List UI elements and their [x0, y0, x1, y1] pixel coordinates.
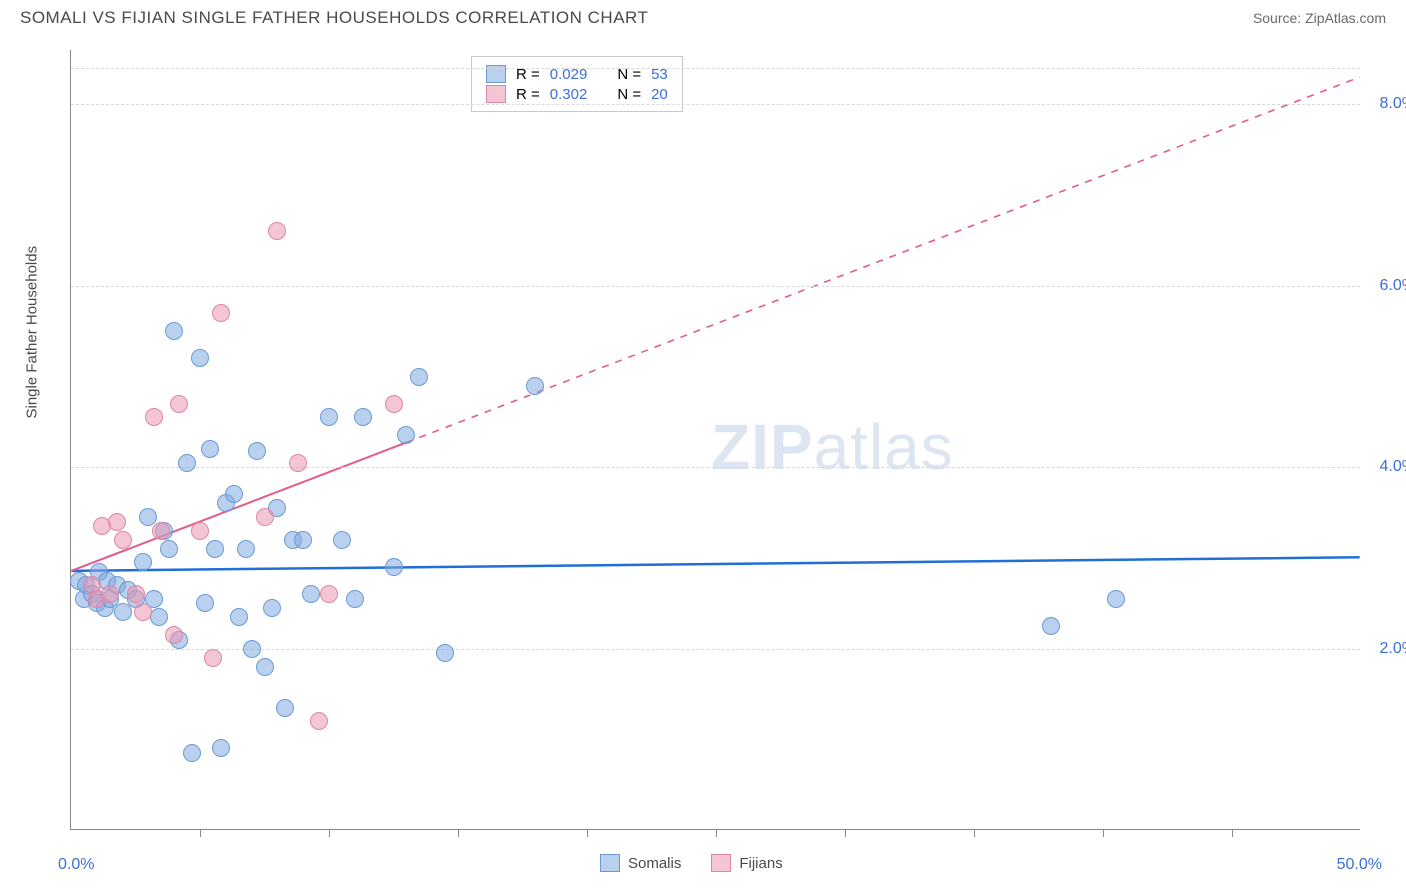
y-tick-label: 4.0%: [1380, 458, 1406, 476]
x-tick: [587, 829, 588, 837]
scatter-point: [170, 395, 188, 413]
scatter-point: [212, 304, 230, 322]
scatter-point: [276, 699, 294, 717]
legend-series-label: Fijians: [739, 855, 782, 872]
scatter-point: [108, 513, 126, 531]
x-tick: [200, 829, 201, 837]
scatter-point: [225, 485, 243, 503]
scatter-point: [294, 531, 312, 549]
scatter-point: [204, 649, 222, 667]
x-tick: [716, 829, 717, 837]
watermark-zip: ZIP: [711, 411, 814, 483]
scatter-point: [160, 540, 178, 558]
scatter-point: [320, 408, 338, 426]
scatter-point: [320, 585, 338, 603]
scatter-point: [101, 585, 119, 603]
legend-n-label: N =: [617, 86, 641, 103]
scatter-point: [191, 349, 209, 367]
scatter-point: [237, 540, 255, 558]
scatter-point: [134, 603, 152, 621]
x-tick: [458, 829, 459, 837]
legend-series-label: Somalis: [628, 855, 681, 872]
legend-stats-row: R = 0.302 N = 20: [486, 85, 668, 103]
x-tick: [1232, 829, 1233, 837]
scatter-point: [310, 712, 328, 730]
scatter-point: [165, 322, 183, 340]
scatter-point: [1107, 590, 1125, 608]
scatter-point: [410, 368, 428, 386]
legend-swatch: [711, 854, 731, 872]
scatter-point: [263, 599, 281, 617]
y-tick-label: 2.0%: [1380, 640, 1406, 658]
scatter-point: [206, 540, 224, 558]
trend-line-solid: [71, 557, 1359, 571]
scatter-point: [256, 508, 274, 526]
scatter-point: [397, 426, 415, 444]
scatter-point: [114, 603, 132, 621]
watermark-atlas: atlas: [814, 411, 954, 483]
scatter-point: [201, 440, 219, 458]
scatter-point: [385, 558, 403, 576]
scatter-point: [183, 744, 201, 762]
gridline-h: [71, 467, 1360, 468]
scatter-point: [526, 377, 544, 395]
gridline-h: [71, 104, 1360, 105]
source-label: Source: ZipAtlas.com: [1253, 10, 1386, 26]
scatter-point: [150, 608, 168, 626]
gridline-h: [71, 649, 1360, 650]
scatter-point: [346, 590, 364, 608]
legend-r-label: R =: [516, 86, 540, 103]
scatter-point: [1042, 617, 1060, 635]
trend-lines-layer: [71, 50, 1360, 829]
y-tick-label: 8.0%: [1380, 95, 1406, 113]
y-axis-label: Single Father Households: [24, 246, 41, 419]
scatter-point: [385, 395, 403, 413]
y-tick-label: 6.0%: [1380, 277, 1406, 295]
scatter-point: [302, 585, 320, 603]
legend-series-item: Fijians: [711, 854, 782, 872]
scatter-point: [196, 594, 214, 612]
plot-area: ZIPatlas R =0.029N =53R =0.302N =20 2.0%…: [70, 50, 1360, 830]
scatter-point: [152, 522, 170, 540]
trend-line-dashed: [406, 77, 1359, 442]
x-axis-min-label: 0.0%: [58, 856, 94, 874]
scatter-point: [191, 522, 209, 540]
x-tick: [329, 829, 330, 837]
scatter-point: [256, 658, 274, 676]
legend-series: Somalis Fijians: [600, 854, 783, 872]
gridline-h: [71, 68, 1360, 69]
x-axis-max-label: 50.0%: [1337, 856, 1382, 874]
scatter-point: [230, 608, 248, 626]
scatter-point: [165, 626, 183, 644]
chart-container: Single Father Households ZIPatlas R =0.0…: [20, 40, 1386, 870]
x-tick: [974, 829, 975, 837]
legend-r-value: 0.302: [550, 86, 588, 103]
scatter-point: [354, 408, 372, 426]
scatter-point: [436, 644, 454, 662]
scatter-point: [134, 553, 152, 571]
scatter-point: [178, 454, 196, 472]
scatter-point: [127, 585, 145, 603]
scatter-point: [268, 222, 286, 240]
gridline-h: [71, 286, 1360, 287]
scatter-point: [289, 454, 307, 472]
scatter-point: [248, 442, 266, 460]
scatter-point: [114, 531, 132, 549]
scatter-point: [212, 739, 230, 757]
scatter-point: [333, 531, 351, 549]
legend-swatch: [600, 854, 620, 872]
legend-swatch: [486, 85, 506, 103]
x-tick: [845, 829, 846, 837]
legend-n-value: 20: [651, 86, 668, 103]
watermark: ZIPatlas: [711, 410, 954, 484]
scatter-point: [243, 640, 261, 658]
scatter-point: [145, 408, 163, 426]
x-tick: [1103, 829, 1104, 837]
legend-series-item: Somalis: [600, 854, 681, 872]
chart-title: SOMALI VS FIJIAN SINGLE FATHER HOUSEHOLD…: [20, 8, 648, 28]
